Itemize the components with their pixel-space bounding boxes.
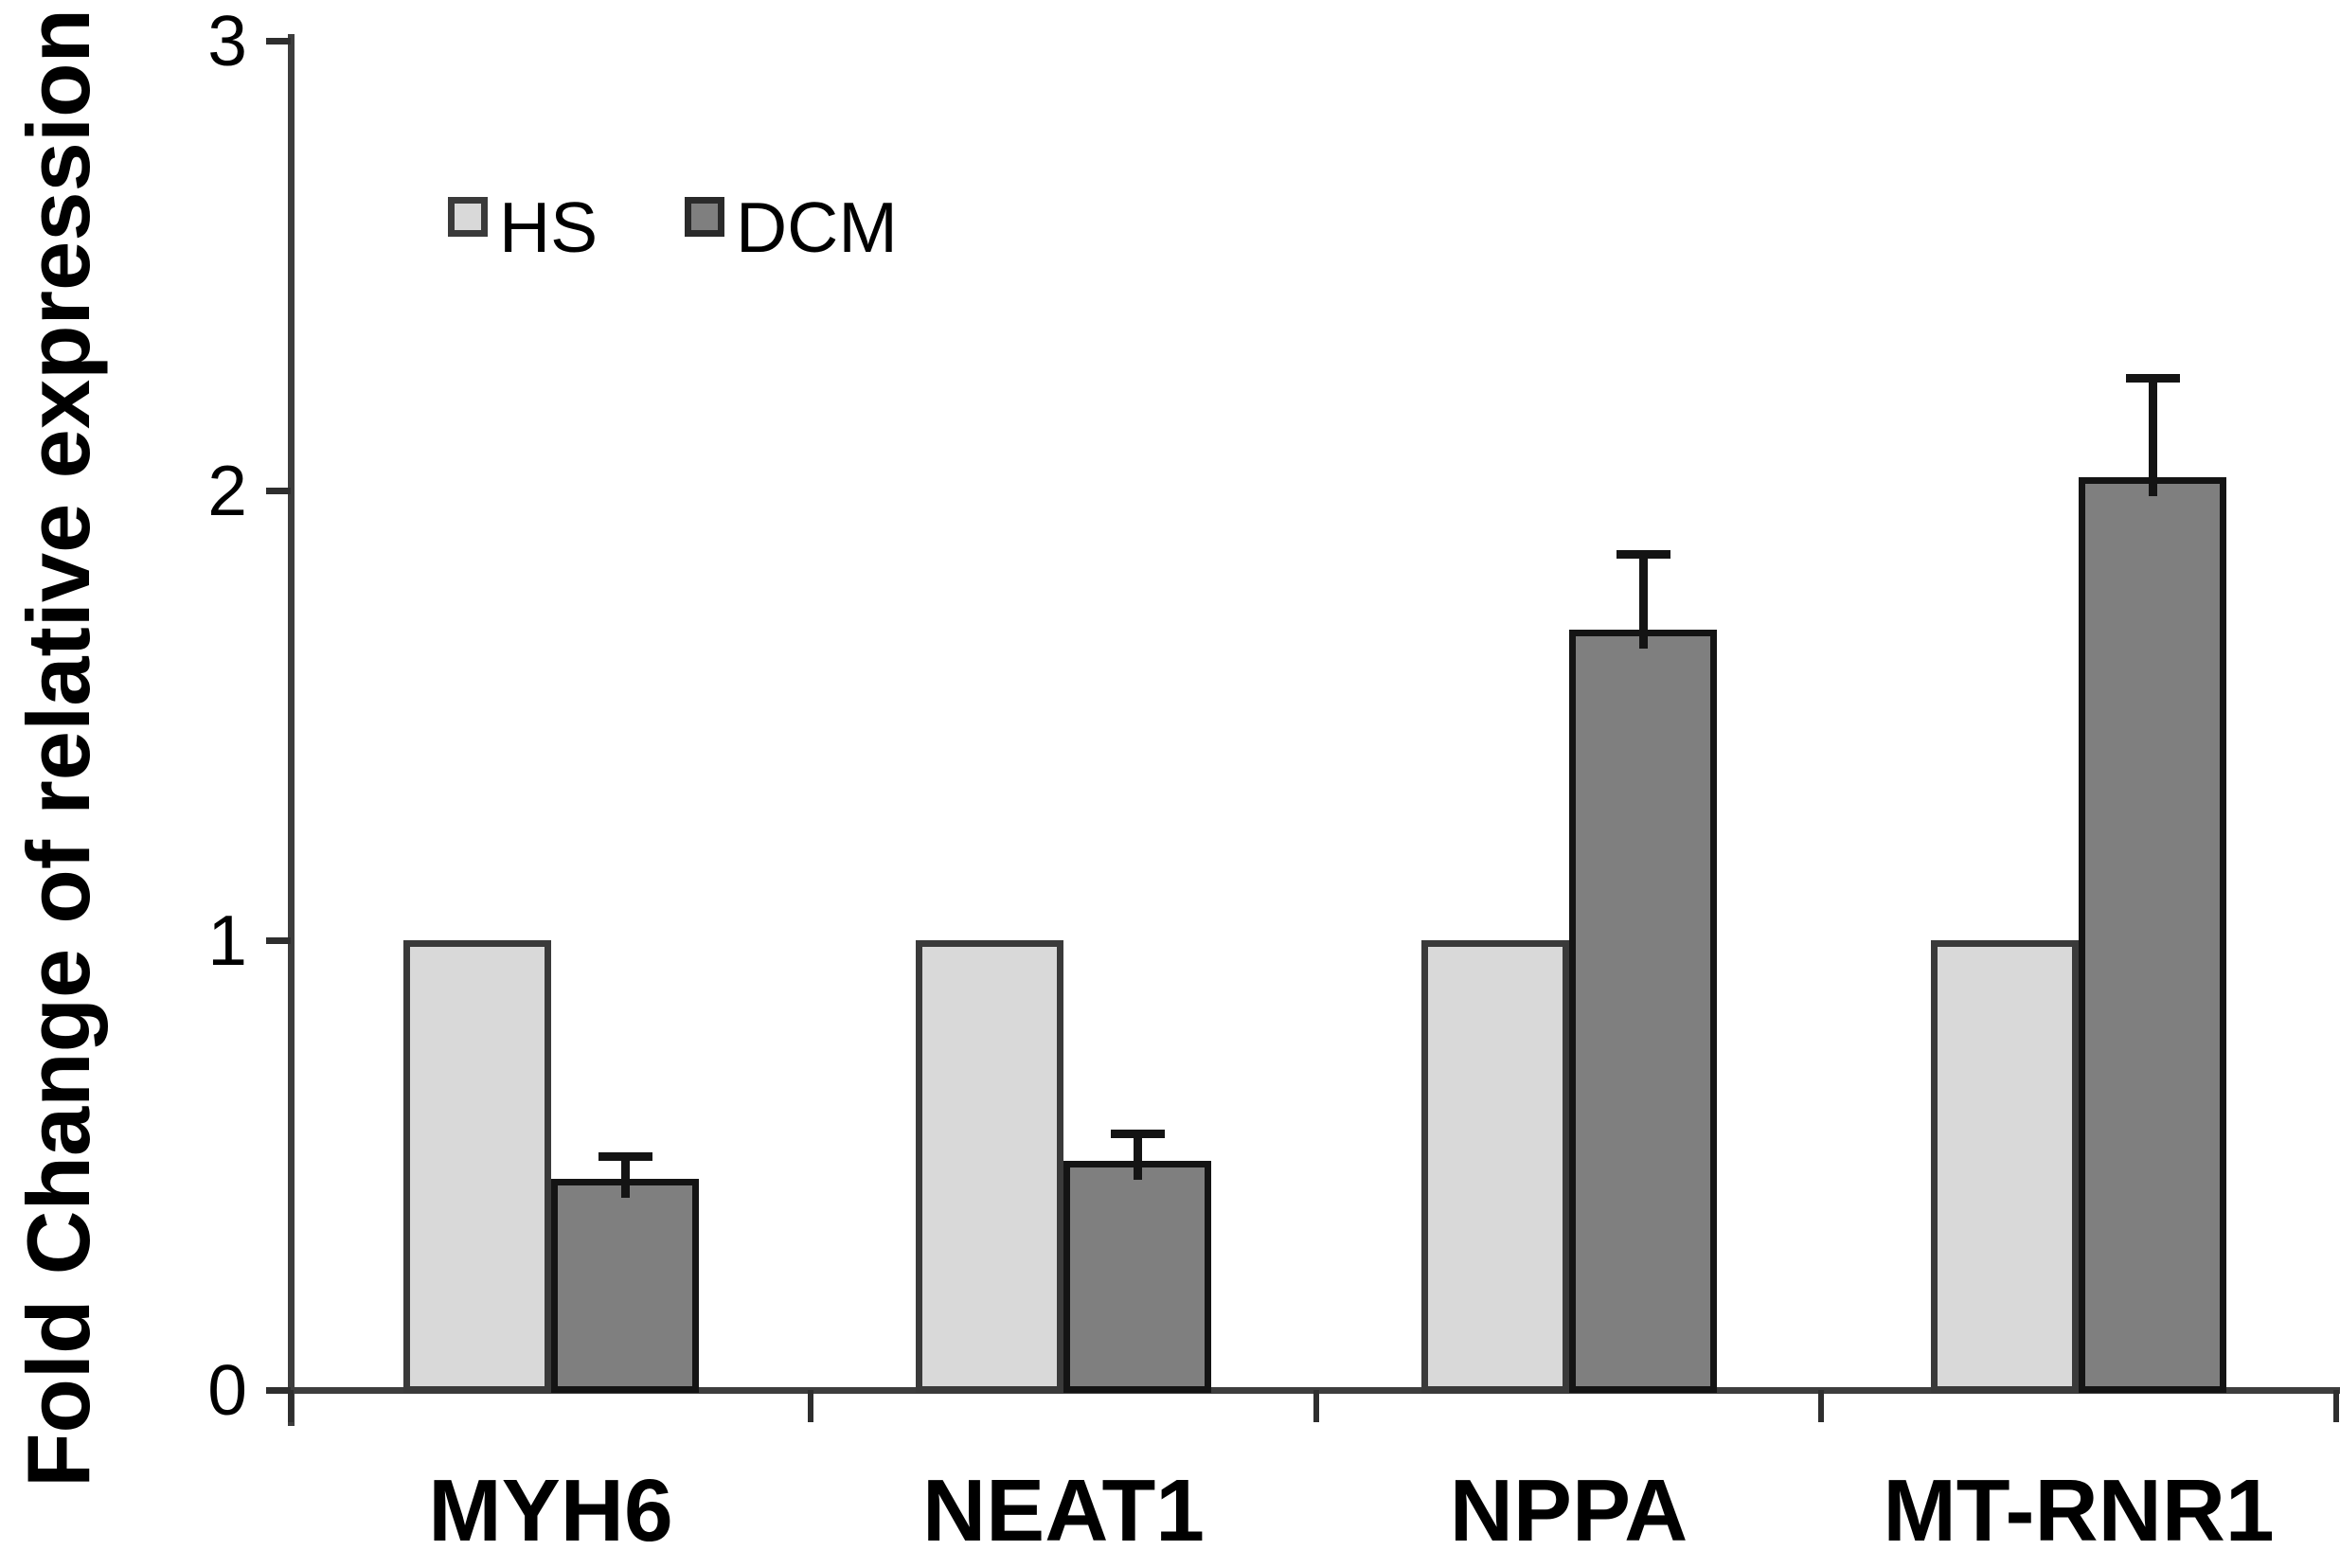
- bar-dcm-neat1: [1063, 1161, 1211, 1393]
- error-bar-stem-dcm-mt-rnr1: [2149, 378, 2157, 496]
- bar-hs-myh6: [403, 940, 551, 1393]
- y-tick-0: [266, 1387, 291, 1394]
- bar-hs-nppa: [1421, 940, 1569, 1393]
- legend-label-dcm: DCM: [736, 187, 898, 267]
- y-tick-label-1: 1: [207, 900, 247, 980]
- x-tick-4: [2333, 1390, 2339, 1422]
- error-bar-cap-dcm-mt-rnr1: [2126, 374, 2180, 383]
- legend-swatch-hs: [448, 197, 488, 237]
- bar-hs-mt-rnr1: [1931, 940, 2079, 1393]
- legend: HS DCM: [0, 192, 2340, 263]
- legend-item-dcm: DCM: [685, 192, 898, 263]
- error-bar-stem-dcm-myh6: [621, 1156, 630, 1198]
- error-bar-stem-dcm-nppa: [1639, 554, 1648, 649]
- y-tick-label-3: 3: [207, 1, 247, 80]
- x-tick-3: [1818, 1390, 1824, 1422]
- error-bar-cap-dcm-myh6: [598, 1152, 652, 1161]
- x-category-label-nppa: NPPA: [1449, 1461, 1688, 1559]
- bar-dcm-mt-rnr1: [2079, 477, 2226, 1393]
- legend-label-hs: HS: [499, 187, 598, 267]
- x-tick-1: [808, 1390, 813, 1422]
- y-tick-label-0: 0: [207, 1350, 247, 1430]
- x-category-label-neat1: NEAT1: [922, 1461, 1205, 1559]
- error-bar-cap-dcm-neat1: [1111, 1130, 1165, 1138]
- x-tick-2: [1313, 1390, 1319, 1422]
- y-tick-1: [266, 937, 291, 944]
- legend-item-hs: HS: [448, 192, 598, 263]
- y-axis-line: [288, 34, 295, 1426]
- y-tick-3: [266, 38, 291, 45]
- error-bar-stem-dcm-neat1: [1134, 1133, 1142, 1180]
- x-tick-0: [288, 1390, 294, 1422]
- x-category-label-mt-rnr1: MT-RNR1: [1883, 1461, 2275, 1559]
- y-tick-2: [266, 488, 291, 494]
- y-tick-label-2: 2: [207, 451, 247, 530]
- error-bar-cap-dcm-nppa: [1617, 550, 1670, 559]
- x-category-label-myh6: MYH6: [428, 1461, 673, 1559]
- bar-hs-neat1: [916, 940, 1063, 1393]
- legend-swatch-dcm: [685, 197, 724, 237]
- bar-dcm-myh6: [551, 1179, 699, 1393]
- bar-dcm-nppa: [1569, 630, 1717, 1393]
